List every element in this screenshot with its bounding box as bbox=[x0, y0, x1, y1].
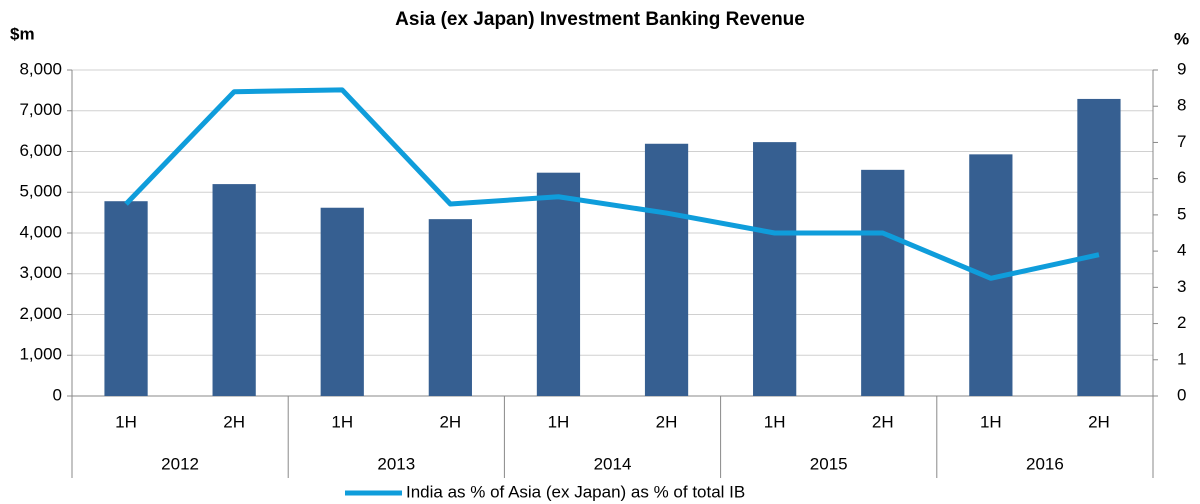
y-tick-label: 2,000 bbox=[19, 304, 62, 323]
bar bbox=[212, 184, 256, 396]
x-tick-label: 1H bbox=[764, 412, 786, 431]
y-tick-label: 4,000 bbox=[19, 222, 62, 241]
x-tick-label: 1H bbox=[980, 412, 1002, 431]
bar bbox=[320, 207, 364, 396]
y-tick-label: 8,000 bbox=[19, 59, 62, 78]
x-tick-label: 2H bbox=[872, 412, 894, 431]
bar bbox=[753, 142, 797, 396]
y-tick-label: 5,000 bbox=[19, 182, 62, 201]
bar bbox=[428, 219, 472, 396]
bar bbox=[1077, 98, 1121, 397]
y2-tick-label: 4 bbox=[1177, 241, 1186, 260]
bar bbox=[861, 169, 905, 396]
y-axis-label: $m bbox=[10, 24, 35, 43]
y2-tick-label: 7 bbox=[1177, 132, 1186, 151]
x-tick-label: 1H bbox=[115, 412, 137, 431]
line-series bbox=[124, 87, 1100, 281]
x-group-label: 2016 bbox=[1026, 454, 1064, 473]
x-group-label: 2013 bbox=[377, 454, 415, 473]
y2-axis-label: % bbox=[1174, 29, 1189, 48]
y2-tick-label: 1 bbox=[1177, 349, 1186, 368]
y2-tick-label: 8 bbox=[1177, 96, 1186, 115]
y2-tick-label: 3 bbox=[1177, 277, 1186, 296]
bar bbox=[104, 201, 148, 396]
x-tick-label: 1H bbox=[548, 412, 570, 431]
x-tick-label: 2H bbox=[1088, 412, 1110, 431]
y2-tick-label: 2 bbox=[1177, 313, 1186, 332]
y-tick-label: 7,000 bbox=[19, 100, 62, 119]
x-group-label: 2014 bbox=[594, 454, 632, 473]
legend-label: India as % of Asia (ex Japan) as % of to… bbox=[406, 482, 745, 501]
y2-tick-label: 9 bbox=[1177, 59, 1186, 78]
x-tick-label: 2H bbox=[656, 412, 678, 431]
chart-title: Asia (ex Japan) Investment Banking Reven… bbox=[395, 9, 805, 30]
y-tick-label: 1,000 bbox=[19, 345, 62, 364]
x-tick-label: 1H bbox=[331, 412, 353, 431]
x-group-label: 2015 bbox=[810, 454, 848, 473]
y2-tick-label: 5 bbox=[1177, 204, 1186, 223]
y-tick-label: 3,000 bbox=[19, 263, 62, 282]
x-tick-label: 2H bbox=[223, 412, 245, 431]
bar bbox=[536, 172, 581, 396]
x-group-label: 2012 bbox=[161, 454, 199, 473]
y2-tick-label: 6 bbox=[1177, 168, 1186, 187]
x-tick-label: 2H bbox=[439, 412, 461, 431]
y-tick-label: 0 bbox=[53, 385, 62, 404]
y2-tick-label: 0 bbox=[1177, 385, 1186, 404]
y-tick-label: 6,000 bbox=[19, 141, 62, 160]
bar bbox=[644, 143, 689, 396]
